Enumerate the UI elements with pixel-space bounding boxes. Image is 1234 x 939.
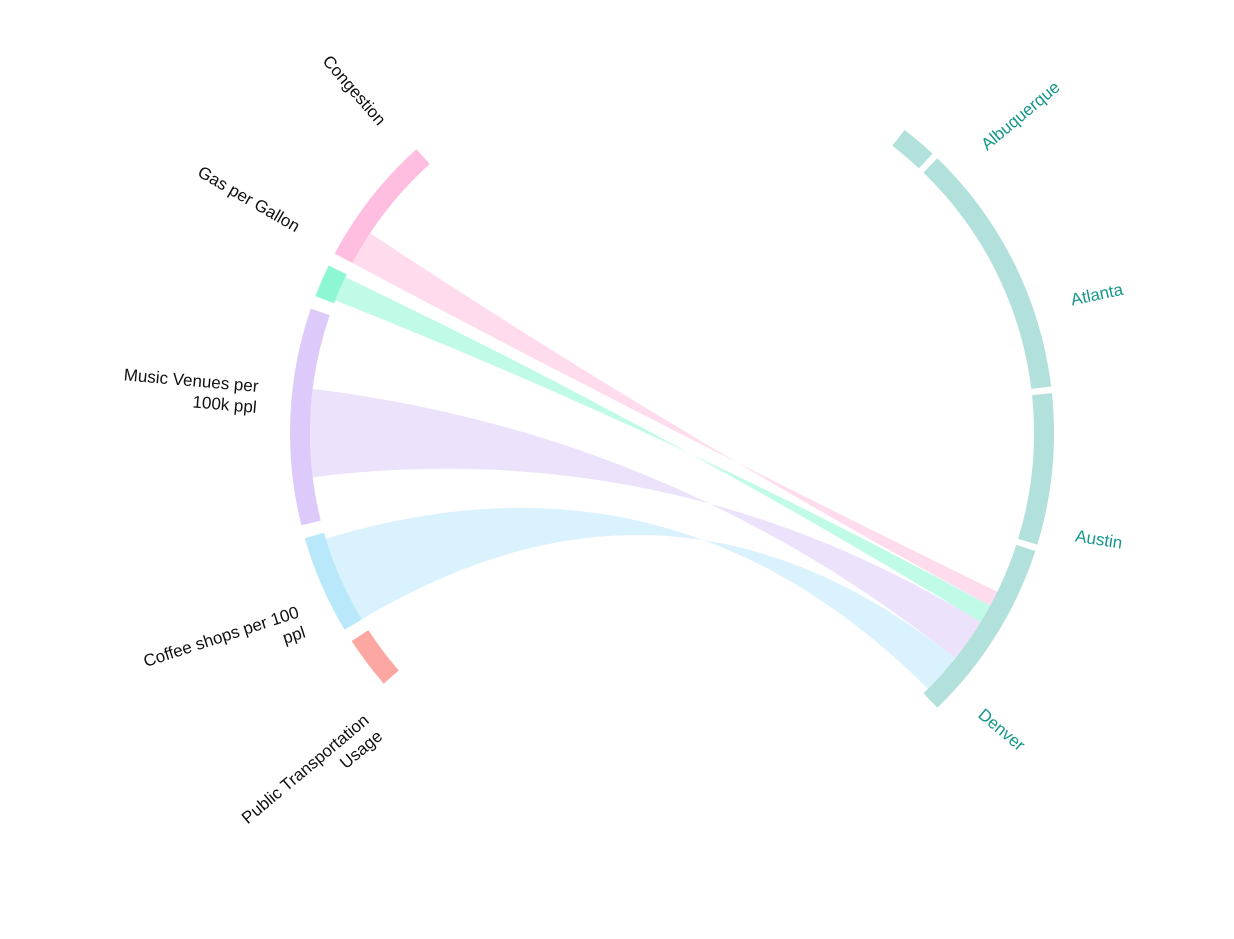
label-gas-per-gallon: Gas per Gallon — [194, 162, 303, 236]
arc-music-venues-per-100k-ppl[interactable] — [289, 308, 330, 526]
ribbon-gas-per-gallon-to-denver[interactable] — [335, 277, 991, 623]
label-music-venues-per-100k-ppl: Music Venues per100k ppl — [121, 365, 259, 417]
arc-albuquerque[interactable] — [892, 129, 933, 169]
ribbon-layer — [310, 233, 998, 689]
label-austin: Austin — [1074, 526, 1124, 552]
ribbon-music-venues-per-100k-ppl-to-denver[interactable] — [310, 388, 981, 659]
arc-public-transportation-usage[interactable] — [351, 630, 399, 684]
arc-gas-per-gallon[interactable] — [315, 265, 347, 304]
label-congestion: Congestion — [319, 52, 390, 129]
label-coffee-shops-per-100-ppl: Coffee shops per 100ppl — [141, 603, 308, 691]
ribbon-congestion-to-denver[interactable] — [352, 233, 998, 606]
arc-atlanta[interactable] — [923, 158, 1052, 389]
label-albuquerque: Albuquerque — [977, 78, 1063, 155]
arc-layer — [289, 129, 1054, 708]
arc-austin[interactable] — [1018, 393, 1054, 545]
arc-denver[interactable] — [923, 544, 1036, 708]
label-denver: Denver — [974, 705, 1028, 755]
arc-coffee-shops-per-100-ppl[interactable] — [304, 532, 362, 630]
ribbon-coffee-shops-per-100-ppl-to-denver[interactable] — [325, 507, 956, 689]
label-atlanta: Atlanta — [1069, 280, 1125, 310]
arc-congestion[interactable] — [334, 149, 430, 264]
label-public-transportation-usage: Public TransportationUsage — [238, 711, 386, 844]
